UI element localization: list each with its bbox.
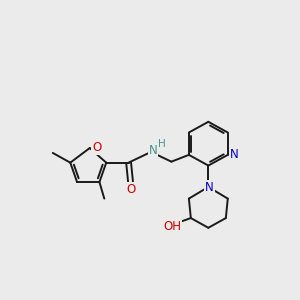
- Text: OH: OH: [164, 220, 181, 233]
- Text: N: N: [230, 148, 239, 161]
- Text: N: N: [148, 145, 157, 158]
- Text: N: N: [205, 182, 214, 194]
- Text: H: H: [158, 139, 166, 149]
- Text: O: O: [92, 141, 101, 154]
- Text: O: O: [126, 183, 135, 196]
